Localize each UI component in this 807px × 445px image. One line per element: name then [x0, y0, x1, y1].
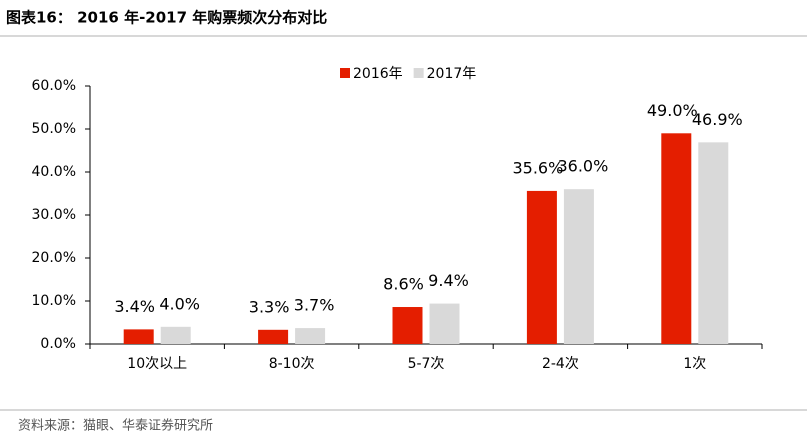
bar: [295, 328, 326, 344]
y-tick-label: 30.0%: [32, 207, 76, 223]
value-label: 4.0%: [159, 294, 200, 313]
value-label: 49.0%: [647, 101, 698, 120]
value-label: 9.4%: [428, 271, 469, 290]
bar: [392, 307, 423, 344]
bar: [123, 329, 154, 344]
value-label: 46.9%: [692, 110, 743, 129]
value-label: 8.6%: [383, 275, 424, 294]
x-tick-label: 1次: [683, 356, 706, 372]
legend-swatch: [413, 68, 424, 78]
bar: [429, 303, 460, 344]
value-label: 35.6%: [512, 158, 563, 177]
value-label: 3.3%: [249, 297, 290, 316]
x-tick-label: 5-7次: [408, 356, 445, 372]
y-tick-label: 40.0%: [32, 164, 76, 180]
bar: [661, 133, 692, 344]
y-tick-label: 50.0%: [32, 121, 76, 137]
legend-swatch: [340, 68, 350, 78]
value-label: 3.7%: [294, 296, 335, 315]
bar: [258, 329, 289, 344]
x-tick-label: 2-4次: [542, 356, 579, 372]
bar: [698, 142, 729, 344]
bar: [563, 189, 594, 344]
legend-label: 2016年: [353, 66, 403, 82]
x-tick-label: 8-10次: [269, 356, 315, 372]
y-tick-label: 20.0%: [32, 250, 76, 266]
bar: [526, 190, 557, 344]
source-note: 资料来源：猫眼、华泰证券研究所: [18, 418, 213, 434]
legend-label: 2017年: [427, 66, 477, 82]
value-label: 3.4%: [114, 297, 155, 316]
y-tick-label: 60.0%: [32, 78, 76, 94]
value-label: 36.0%: [557, 157, 608, 176]
bar: [160, 326, 191, 344]
figure-title: 图表16： 2016 年-2017 年购票频次分布对比: [6, 9, 327, 27]
y-tick-label: 0.0%: [40, 336, 76, 352]
x-tick-label: 10次以上: [127, 356, 187, 372]
y-tick-label: 10.0%: [32, 293, 76, 309]
